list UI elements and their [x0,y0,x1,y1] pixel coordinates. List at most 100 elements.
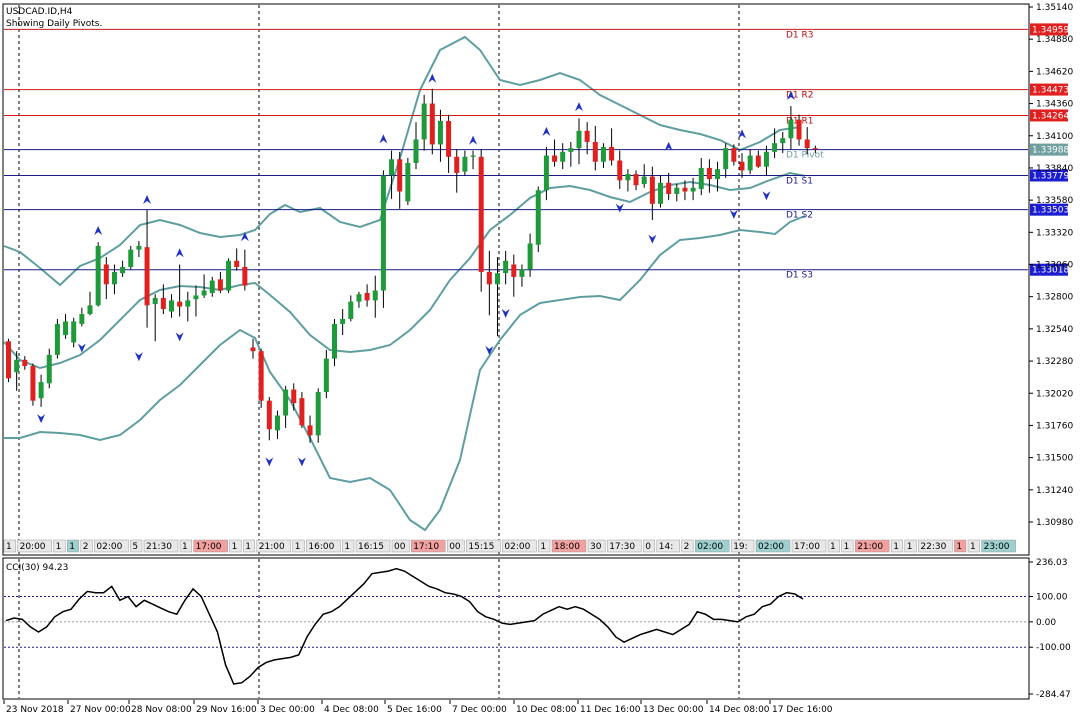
bull-candle [723,148,729,170]
bear-candle [804,139,810,149]
time-tag [66,539,80,553]
pivot-label: D1 S2 [786,211,813,221]
price-axis: 1.35140 1.34880 1.34620 1.34360 1.34100 1.338… [1029,3,1073,528]
bear-candle [609,146,615,161]
pivot-price-tag [1030,109,1068,122]
price-tick-label: 1.31500 [1036,454,1073,464]
time-tag [551,539,587,553]
fractal-up-arrow [786,91,795,101]
bear-candle [454,156,460,173]
time-tag [755,539,791,553]
bull-candle [340,318,346,324]
bear-candle [258,351,264,401]
fractal-arrows [37,73,795,467]
time-tag [538,539,551,553]
price-tick-label: 1.31240 [1036,486,1073,496]
time-tag [17,539,52,553]
cci-tick-label: -100.00 [1036,643,1071,653]
pivot-price-tag [1030,263,1068,276]
pivot-price-tag [1030,23,1068,36]
pivot-subtitle: Showing Daily Pivots. [6,19,102,29]
fractal-up-arrow [175,248,184,258]
time-tag [306,539,341,553]
bull-candle [332,323,337,359]
pivot-label: D1 R3 [786,30,814,40]
price-tick-label: 1.33840 [1036,164,1073,174]
time-tag [242,539,256,553]
time-tag [841,539,854,553]
time-tag-label: 17:10 [413,542,439,552]
bull-candle [201,290,207,296]
bull-candle [274,415,280,431]
bull-candle [323,358,329,393]
price-tick-label: 1.34100 [1036,132,1073,142]
bull-candle [111,271,117,285]
bull-candle [437,120,443,145]
fractal-up-arrow [379,134,388,144]
bear-candle [429,103,435,145]
cci-subwindow-frame [2,557,1030,700]
time-tag-label: 14: [659,542,673,552]
pivot-label: D1 Pivot [786,151,824,161]
bull-candle [372,290,378,301]
cci-tick-label: 100.00 [1036,592,1068,602]
bear-candle [731,148,737,162]
bull-candle [772,143,778,152]
bull-candle [535,190,541,245]
fractal-up-arrow [738,129,746,139]
bull-candle [169,300,174,312]
time-tag-label: 30 [590,542,602,552]
pivot-label: D1 S3 [786,271,813,281]
bear-candle [511,264,517,277]
time-tag-strip: 1 20:00 1 1 2 02:00 5 21:30 1 17:00 1 1 21:00 1 16:00 1… [3,539,1016,553]
time-tag [391,539,410,553]
time-tag [229,539,242,553]
fractal-up-arrow [575,102,583,112]
bear-candle [364,292,370,301]
date-tick-label: 4 Dec 08:00 [324,705,379,715]
date-tick-label: 10 Dec 08:00 [516,705,577,715]
time-tag-label: 21:00 [857,542,883,552]
bull-candle [283,389,289,416]
bear-candle [617,160,623,181]
bull-candle [413,139,419,163]
time-tag-label: 1 [6,542,12,552]
time-tag [410,539,446,553]
bear-candle [250,347,256,352]
time-tag-label: 5 [132,542,138,552]
bear-candle [796,119,802,140]
bull-candle [14,359,20,373]
bear-candle [234,260,240,267]
date-tick-label: 7 Dec 00:00 [452,705,507,715]
pivot-price-tag-label: 1.33503 [1032,206,1069,216]
bull-candle [527,243,533,270]
time-tag-label: 1 [232,542,238,552]
date-tick-label: 13 Dec 00:00 [643,705,704,715]
time-tag-label: 20:00 [20,542,46,552]
time-tag-label: 1 [970,542,976,552]
bull-candle [38,382,44,399]
cci-line [5,567,804,685]
bull-candle [185,300,191,307]
time-tag [681,539,694,553]
bull-candle [315,392,321,436]
price-tick-label: 1.34620 [1036,67,1073,77]
bull-candle [495,273,500,285]
bull-candle [226,260,232,291]
bull-candle [462,156,468,172]
time-tag-label: 1 [956,542,962,552]
candles [6,88,818,443]
bear-candle [22,359,28,367]
fractal-down-arrow [485,346,494,356]
price-tick-label: 1.33580 [1036,196,1073,206]
fractal-up-arrow [469,135,478,145]
bull-candle [54,323,60,355]
bull-candle [576,130,582,149]
pivot-price-tag [1030,83,1068,96]
bull-candle [715,169,721,180]
bollinger-lower-band [4,215,806,532]
bear-candle [144,247,150,306]
time-tag [656,539,680,553]
time-tag-label: 17:00 [196,542,222,552]
